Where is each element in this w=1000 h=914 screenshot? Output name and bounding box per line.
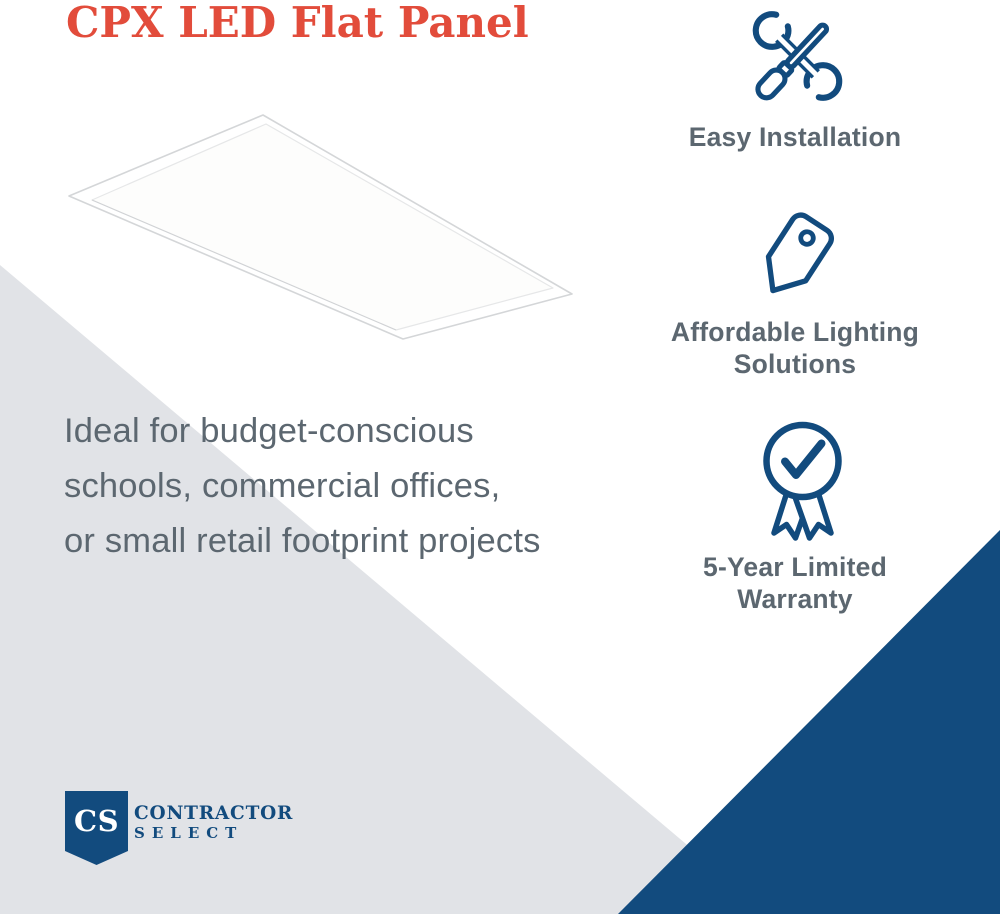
navy-corner-triangle [618, 530, 1000, 914]
gray-diagonal-band [0, 265, 769, 914]
logo-monogram: CS [73, 804, 120, 838]
logo-wordmark-line1: CONTRACTOR [134, 803, 294, 824]
logo-wordmark-line2: SELECT [134, 824, 244, 842]
feature-label-warranty: 5-Year Limited Warranty [703, 552, 887, 614]
feature-label-easy-installation: Easy Installation [688, 122, 902, 152]
led-panel-image [68, 114, 573, 340]
award-ribbon-icon [763, 421, 842, 541]
contractor-select-logo: CS CONTRACTOR SELECT [65, 791, 325, 871]
feature-label-affordable-lighting: Affordable Lighting Solutions [670, 317, 920, 379]
product-description: Ideal for budget-conscious schools, comm… [64, 404, 664, 569]
description-line: schools, commercial offices, [64, 467, 501, 505]
price-tag-icon [765, 212, 834, 294]
description-line: Ideal for budget-conscious [64, 412, 474, 450]
logo-shield-badge: CS [65, 791, 128, 865]
description-line: or small retail footprint projects [64, 522, 541, 560]
tools-icon [752, 11, 843, 101]
page-title: CPX LED Flat Panel [66, 0, 529, 47]
logo-wordmark: CONTRACTOR SELECT [134, 804, 293, 841]
